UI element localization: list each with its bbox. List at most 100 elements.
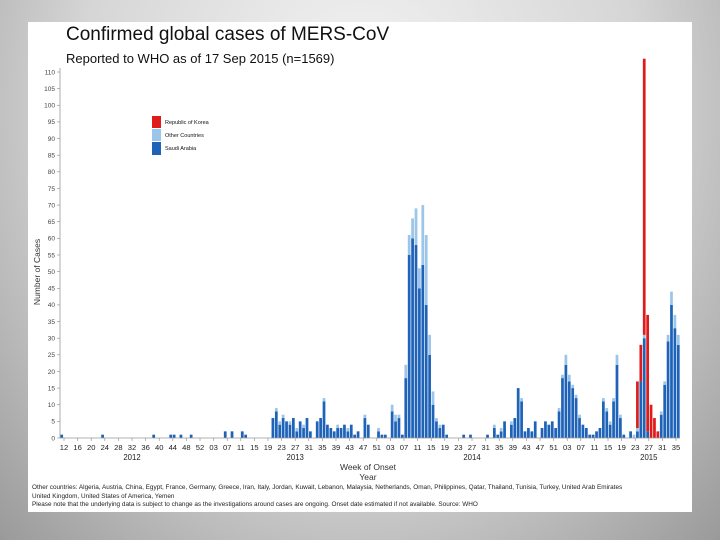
year-label: 2012 xyxy=(123,453,140,462)
bar-saudi-arabia xyxy=(574,398,578,438)
bar-saudi-arabia xyxy=(581,424,585,438)
x-tick-label: 11 xyxy=(237,443,245,452)
bar-saudi-arabia xyxy=(605,411,609,438)
bar-saudi-arabia xyxy=(240,431,244,438)
bar-saudi-arabia xyxy=(629,431,632,438)
bar-saudi-arabia xyxy=(435,421,438,438)
bar-saudi-arabia xyxy=(595,431,598,438)
bar-saudi-arabia xyxy=(305,418,309,438)
y-tick-label: 0 xyxy=(51,435,55,442)
bar-saudi-arabia xyxy=(230,431,234,438)
x-tick-label: 43 xyxy=(522,443,530,452)
x-tick-label: 36 xyxy=(141,443,149,452)
footnote-countries-cont: United Kingdom, United States of America… xyxy=(32,492,175,500)
bar-saudi-arabia xyxy=(619,418,622,438)
mers-cases-chart: 0 5 10 15 20 25 30 35 40 45 50 55 60 65 70 75 80 85 90 95 10… xyxy=(32,58,680,482)
x-tick-label: 15 xyxy=(604,443,612,452)
y-tick-label: 45 xyxy=(48,286,56,293)
bar-saudi-arabia xyxy=(60,434,64,438)
bar-other-countries xyxy=(363,414,367,419)
bar-saudi-arabia xyxy=(486,434,489,438)
bar-saudi-arabia xyxy=(659,414,663,438)
bar-saudi-arabia xyxy=(666,341,670,438)
bar-saudi-arabia xyxy=(390,411,394,438)
x-tick-label: 35 xyxy=(672,443,680,452)
bar-saudi-arabia xyxy=(544,421,547,438)
bar-saudi-arabia xyxy=(441,424,445,438)
bar-saudi-arabia xyxy=(663,384,667,438)
bar-saudi-arabia xyxy=(646,431,649,438)
bar-saudi-arabia xyxy=(363,418,367,438)
bar-saudi-arabia xyxy=(578,418,581,438)
bar-other-countries xyxy=(278,421,282,425)
bar-saudi-arabia xyxy=(547,424,551,438)
bar-saudi-arabia xyxy=(670,304,673,438)
bar-other-countries xyxy=(438,424,442,429)
bar-other-countries xyxy=(274,408,278,412)
x-tick-label: 11 xyxy=(590,443,598,452)
bar-other-countries xyxy=(673,314,677,329)
bar-saudi-arabia xyxy=(291,418,295,438)
bar-saudi-arabia xyxy=(639,381,643,438)
bar-saudi-arabia xyxy=(271,418,275,438)
bar-other-countries xyxy=(397,414,401,419)
footnote-countries: Other countries: Algeria, Austria, China… xyxy=(32,484,623,491)
y-tick-label: 30 xyxy=(48,335,56,342)
bar-saudi-arabia xyxy=(356,431,360,438)
bar-other-countries xyxy=(390,404,394,412)
bar-republic-of-korea xyxy=(639,344,643,382)
bar-saudi-arabia xyxy=(424,304,428,438)
bar-saudi-arabia xyxy=(431,404,435,438)
y-tick-label: 110 xyxy=(45,69,56,76)
year-label: 2013 xyxy=(287,453,304,462)
bar-saudi-arabia xyxy=(557,411,561,438)
x-tick-label: 43 xyxy=(345,443,353,452)
bar-other-countries xyxy=(510,421,513,425)
bar-saudi-arabia xyxy=(172,434,176,438)
bar-saudi-arabia xyxy=(510,424,513,438)
bar-other-countries xyxy=(574,394,578,399)
footnotes: Other countries: Algeria, Austria, China… xyxy=(32,484,672,510)
legend-label-korea: Republic of Korea xyxy=(165,120,210,126)
bar-other-countries xyxy=(561,374,564,379)
bar-saudi-arabia xyxy=(527,428,530,438)
bar-saudi-arabia xyxy=(353,434,357,438)
x-tick-label: 11 xyxy=(414,443,422,452)
bar-saudi-arabia xyxy=(329,428,333,438)
x-tick-label: 31 xyxy=(658,443,666,452)
footnote-disclaimer: Please note that the underlying data is … xyxy=(32,501,478,509)
bar-saudi-arabia xyxy=(636,431,639,438)
x-tick-label: 23 xyxy=(454,443,462,452)
bar-saudi-arabia xyxy=(189,434,193,438)
bar-other-countries xyxy=(322,398,326,402)
bar-saudi-arabia xyxy=(513,418,517,438)
bar-other-countries xyxy=(435,418,438,422)
bar-other-countries xyxy=(431,391,435,405)
x-tick-label: 28 xyxy=(114,443,122,452)
legend: Republic of Korea Other Countries Saudi … xyxy=(152,116,210,155)
bar-saudi-arabia xyxy=(404,378,408,438)
bar-saudi-arabia xyxy=(676,344,680,438)
bar-other-countries xyxy=(411,218,414,239)
x-tick-label: 32 xyxy=(128,443,136,452)
y-tick-label: 60 xyxy=(48,236,56,243)
bar-other-countries xyxy=(424,235,428,305)
bar-saudi-arabia xyxy=(492,428,496,438)
x-tick-label: 07 xyxy=(400,443,408,452)
bar-other-countries xyxy=(394,414,397,422)
slide: 0 5 10 15 20 25 30 35 40 45 50 55 60 65 70 75 80 85 90 95 10… xyxy=(28,22,692,512)
x-tick-label: 52 xyxy=(196,443,204,452)
x-tick-label: 03 xyxy=(209,443,217,452)
bar-other-countries xyxy=(578,414,581,419)
x-tick-label: 27 xyxy=(645,443,653,452)
chart-subtitle: Reported to WHO as of 17 Sep 2015 (n=156… xyxy=(66,51,335,66)
bar-saudi-arabia xyxy=(274,411,278,438)
bar-saudi-arabia xyxy=(397,418,401,438)
bar-saudi-arabia xyxy=(530,431,534,438)
x-tick-label: 20 xyxy=(87,443,95,452)
bar-saudi-arabia xyxy=(298,421,302,438)
bar-other-countries xyxy=(346,428,350,432)
bar-saudi-arabia xyxy=(584,428,588,438)
bar-other-countries xyxy=(619,414,622,419)
x-tick-label: 35 xyxy=(318,443,326,452)
